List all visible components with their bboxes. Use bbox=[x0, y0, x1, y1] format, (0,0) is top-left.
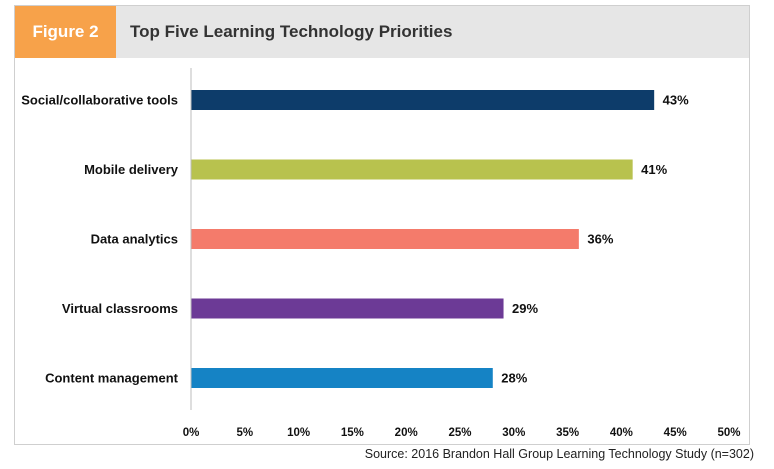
category-label: Virtual classrooms bbox=[62, 301, 178, 316]
category-label: Mobile delivery bbox=[84, 162, 179, 177]
bar-4 bbox=[191, 368, 493, 388]
x-tick-label: 50% bbox=[717, 427, 740, 439]
x-tick-label: 15% bbox=[341, 427, 364, 439]
figure-number-tab: Figure 2 bbox=[15, 6, 116, 58]
source-note: Source: 2016 Brandon Hall Group Learning… bbox=[364, 447, 754, 461]
bar-3 bbox=[191, 298, 504, 319]
value-label: 43% bbox=[663, 93, 689, 108]
value-label: 41% bbox=[641, 162, 667, 177]
bar-2 bbox=[191, 229, 579, 249]
x-tick-label: 5% bbox=[236, 427, 253, 439]
x-tick-label: 0% bbox=[183, 427, 200, 439]
figure-header: Figure 2 Top Five Learning Technology Pr… bbox=[15, 6, 749, 58]
x-tick-label: 20% bbox=[395, 427, 418, 439]
category-label: Content management bbox=[45, 371, 179, 386]
value-label: 29% bbox=[512, 301, 538, 316]
bar-0 bbox=[191, 90, 655, 110]
x-tick-label: 25% bbox=[448, 427, 471, 439]
x-tick-label: 45% bbox=[664, 427, 687, 439]
x-tick-label: 10% bbox=[287, 427, 310, 439]
x-tick-label: 30% bbox=[502, 427, 525, 439]
x-tick-label: 40% bbox=[610, 427, 633, 439]
value-label: 28% bbox=[501, 371, 527, 386]
category-label: Social/collaborative tools bbox=[21, 93, 178, 108]
x-tick-label: 35% bbox=[556, 427, 579, 439]
bar-1 bbox=[191, 159, 633, 180]
value-label: 36% bbox=[587, 232, 613, 247]
figure-title: Top Five Learning Technology Priorities bbox=[130, 22, 453, 41]
category-label: Data analytics bbox=[91, 232, 178, 247]
